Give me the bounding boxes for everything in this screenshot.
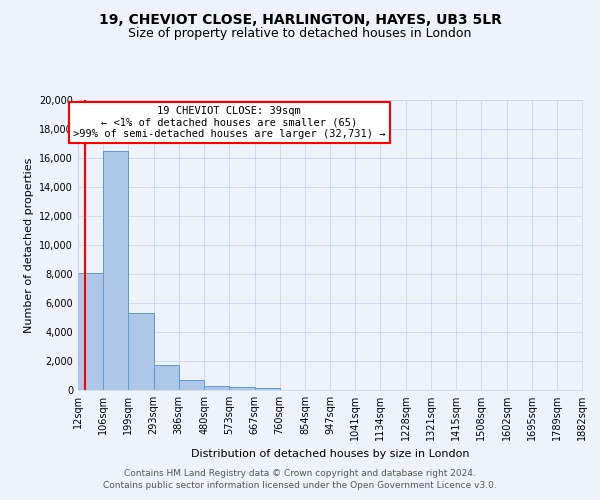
Text: Contains HM Land Registry data © Crown copyright and database right 2024.: Contains HM Land Registry data © Crown c… [124, 468, 476, 477]
Text: Contains public sector information licensed under the Open Government Licence v3: Contains public sector information licen… [103, 481, 497, 490]
Bar [179, 380, 204, 390]
Bar [78, 272, 103, 390]
Text: 19 CHEVIOT CLOSE: 39sqm
← <1% of detached houses are smaller (65)
>99% of semi-d: 19 CHEVIOT CLOSE: 39sqm ← <1% of detache… [73, 106, 385, 139]
Bar [254, 388, 280, 390]
Bar [204, 386, 229, 390]
Text: Size of property relative to detached houses in London: Size of property relative to detached ho… [128, 28, 472, 40]
Bar [128, 313, 154, 390]
Bar [103, 151, 128, 390]
Y-axis label: Number of detached properties: Number of detached properties [24, 158, 34, 332]
Bar [229, 387, 254, 390]
Bar [154, 364, 179, 390]
Text: 19, CHEVIOT CLOSE, HARLINGTON, HAYES, UB3 5LR: 19, CHEVIOT CLOSE, HARLINGTON, HAYES, UB… [98, 12, 502, 26]
X-axis label: Distribution of detached houses by size in London: Distribution of detached houses by size … [191, 448, 469, 458]
